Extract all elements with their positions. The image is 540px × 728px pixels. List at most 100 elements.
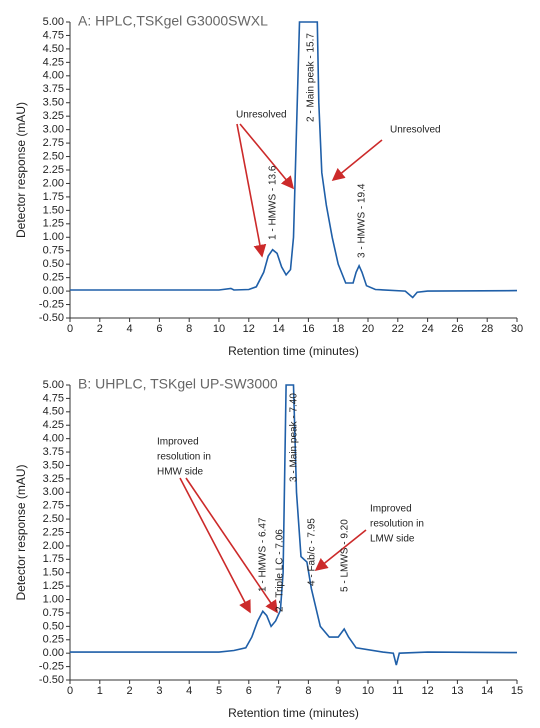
peak-label: 3 - HMWS - 19.4 [357,183,368,258]
x-tick-label: 4 [127,323,133,335]
y-tick-label: 5.00 [43,379,64,391]
x-tick-label: 4 [186,685,192,697]
x-tick-label: 14 [481,685,493,697]
peak-label: 1 - HMWS - 6.47 [258,517,269,592]
x-tick-label: 9 [335,685,341,697]
arrow [236,123,267,258]
y-axis-title: Detector response (mAU) [14,464,28,600]
peak-label: 2 - Triple LC - 7.06 [275,529,286,612]
annotation: Unresolved [390,125,441,136]
y-tick-label: 0.25 [43,634,64,646]
y-tick-label: 1.50 [43,204,64,216]
x-tick-label: 12 [421,685,433,697]
peak-label: 4 - Fab/c - 7.95 [307,518,318,586]
peak-label: 1 - HMWS - 13.6 [268,165,279,240]
x-tick-label: 10 [213,323,225,335]
x-tick-label: 20 [362,323,374,335]
peak-label: 3 - Main peak - 7.40 [289,393,300,482]
annotation: LMW side [370,534,415,545]
y-tick-label: 4.75 [43,29,64,41]
y-tick-label: 1.25 [43,580,64,592]
y-tick-label: 0.25 [43,272,64,284]
y-tick-label: 1.00 [43,593,64,605]
x-tick-label: 7 [276,685,282,697]
chart-title: B: UHPLC, TSKgel UP-SW3000 [78,376,278,392]
y-tick-label: 3.25 [43,110,64,122]
y-tick-label: 4.00 [43,433,64,445]
y-tick-label: 3.50 [43,97,64,109]
x-tick-label: 1 [97,685,103,697]
y-tick-label: 2.75 [43,500,64,512]
x-tick-label: 6 [156,323,162,335]
peak-label: 5 - LMWS - 9.20 [340,519,351,592]
x-tick-label: 15 [511,685,523,697]
y-tick-label: 3.00 [43,124,64,136]
annotation: Improved [157,437,199,448]
y-tick-label: 4.25 [43,56,64,68]
y-axis-title: Detector response (mAU) [14,102,28,238]
y-tick-label: 1.75 [43,191,64,203]
y-tick-label: -0.25 [39,298,64,310]
y-tick-label: 2.50 [43,150,64,162]
x-axis-title: Retention time (minutes) [228,706,359,720]
y-tick-label: 1.00 [43,231,64,243]
y-tick-label: 3.50 [43,459,64,471]
trace [70,21,518,299]
y-tick-label: -0.50 [39,674,64,686]
arrow [179,477,251,614]
y-tick-label: 3.25 [43,473,64,485]
y-tick-label: 1.50 [43,567,64,579]
annotation: resolution in [157,452,211,463]
y-tick-label: 2.25 [43,526,64,538]
x-tick-label: 26 [451,323,463,335]
y-tick-label: 2.25 [43,164,64,176]
x-tick-label: 6 [246,685,252,697]
y-tick-label: 4.00 [43,70,64,82]
y-tick-label: 1.75 [43,553,64,565]
x-tick-label: 12 [243,323,255,335]
y-tick-label: 4.50 [43,406,64,418]
y-tick-label: 3.75 [43,83,64,95]
x-tick-label: 8 [305,685,311,697]
y-tick-label: 2.75 [43,137,64,149]
x-tick-label: 16 [302,323,314,335]
y-tick-label: 3.00 [43,486,64,498]
trace [70,384,518,666]
x-tick-label: 0 [67,685,73,697]
y-tick-label: 0.75 [43,607,64,619]
y-tick-label: 2.00 [43,540,64,552]
x-tick-label: 11 [392,685,403,697]
y-tick-label: 5.00 [43,16,64,28]
x-tick-label: 30 [511,323,523,335]
annotation: HMW side [157,467,204,478]
arrow [239,123,295,190]
x-tick-label: 5 [216,685,222,697]
annotation: resolution in [370,519,424,530]
x-axis-title: Retention time (minutes) [228,344,359,358]
x-tick-label: 14 [272,323,284,335]
y-tick-label: -0.25 [39,660,64,672]
x-tick-label: 3 [156,685,162,697]
y-tick-label: 2.50 [43,513,64,525]
x-tick-label: 10 [362,685,374,697]
y-tick-label: -0.50 [39,312,64,324]
y-tick-label: 0.00 [43,285,64,297]
x-tick-label: 2 [97,323,103,335]
x-tick-label: 24 [421,323,433,335]
y-tick-label: 4.75 [43,392,64,404]
x-tick-label: 28 [481,323,493,335]
y-tick-label: 4.50 [43,43,64,55]
chart-title: A: HPLC,TSKgel G3000SWXL [78,13,268,29]
annotation: Unresolved [236,110,287,121]
y-tick-label: 0.00 [43,647,64,659]
y-tick-label: 1.25 [43,218,64,230]
annotation: Improved [370,504,412,515]
y-tick-label: 3.75 [43,446,64,458]
x-tick-label: 13 [451,685,463,697]
arrow [314,529,367,571]
y-tick-label: 0.75 [43,245,64,257]
arrow [185,477,278,614]
arrow [331,139,383,182]
y-tick-label: 2.00 [43,177,64,189]
